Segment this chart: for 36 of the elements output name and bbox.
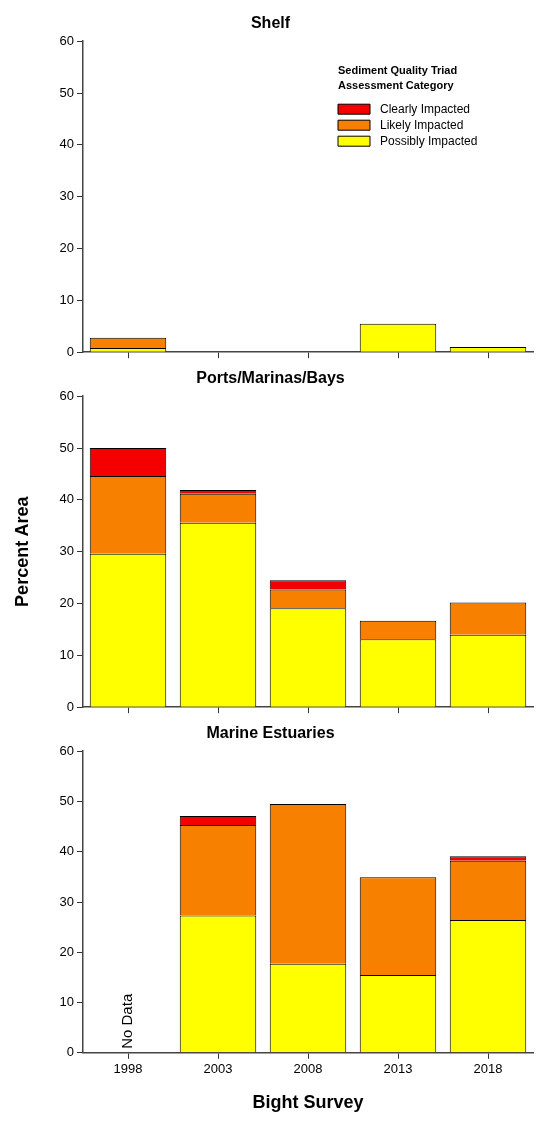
y-tick-label: 20 (59, 943, 74, 959)
legend-label: Clearly Impacted (380, 101, 471, 116)
y-tick-label: 40 (59, 843, 74, 859)
legend-title: Sediment Quality Triad Assessment Category (338, 64, 458, 92)
chart-title: Shelf (250, 14, 291, 32)
y-tick-label: 10 (59, 291, 74, 307)
y-tick-label: 50 (59, 84, 74, 100)
y-tick-label: 50 (59, 793, 74, 809)
y-tick-label: 30 (59, 893, 74, 909)
x-tick-label: 2008 (293, 1061, 323, 1077)
chart-title: Ports/Marinas/Bays (196, 369, 345, 387)
chart-title: Marine Estuaries (206, 724, 335, 742)
y-tick-label: 30 (59, 188, 74, 204)
y-axis-title: Percent Area (11, 495, 32, 607)
y-tick-label: 40 (59, 136, 74, 152)
y-tick-label: 0 (66, 343, 74, 359)
y-tick-label: 60 (59, 387, 74, 403)
y-tick-label: 40 (59, 491, 74, 507)
y-tick-label: 30 (59, 543, 74, 559)
y-tick-label: 50 (59, 439, 74, 455)
legend-label: Possibly Impacted (380, 133, 478, 148)
x-tick-label: 2018 (473, 1061, 503, 1077)
y-tick-label: 10 (59, 994, 74, 1010)
x-tick-label: 1998 (113, 1061, 143, 1077)
x-tick-label: 2013 (383, 1061, 413, 1077)
x-tick-label: 2003 (203, 1061, 233, 1077)
legend-label: Likely Impacted (380, 117, 464, 132)
y-tick-label: 20 (59, 595, 74, 611)
y-tick-label: 0 (66, 1044, 74, 1060)
y-tick-label: 20 (59, 240, 74, 256)
y-tick-label: 60 (59, 32, 74, 48)
y-tick-label: 10 (59, 646, 74, 662)
y-tick-label: 60 (59, 742, 74, 758)
x-axis-title: Bight Survey (252, 1092, 364, 1113)
y-tick-label: 0 (66, 698, 74, 714)
annotation: No Data (118, 993, 136, 1049)
